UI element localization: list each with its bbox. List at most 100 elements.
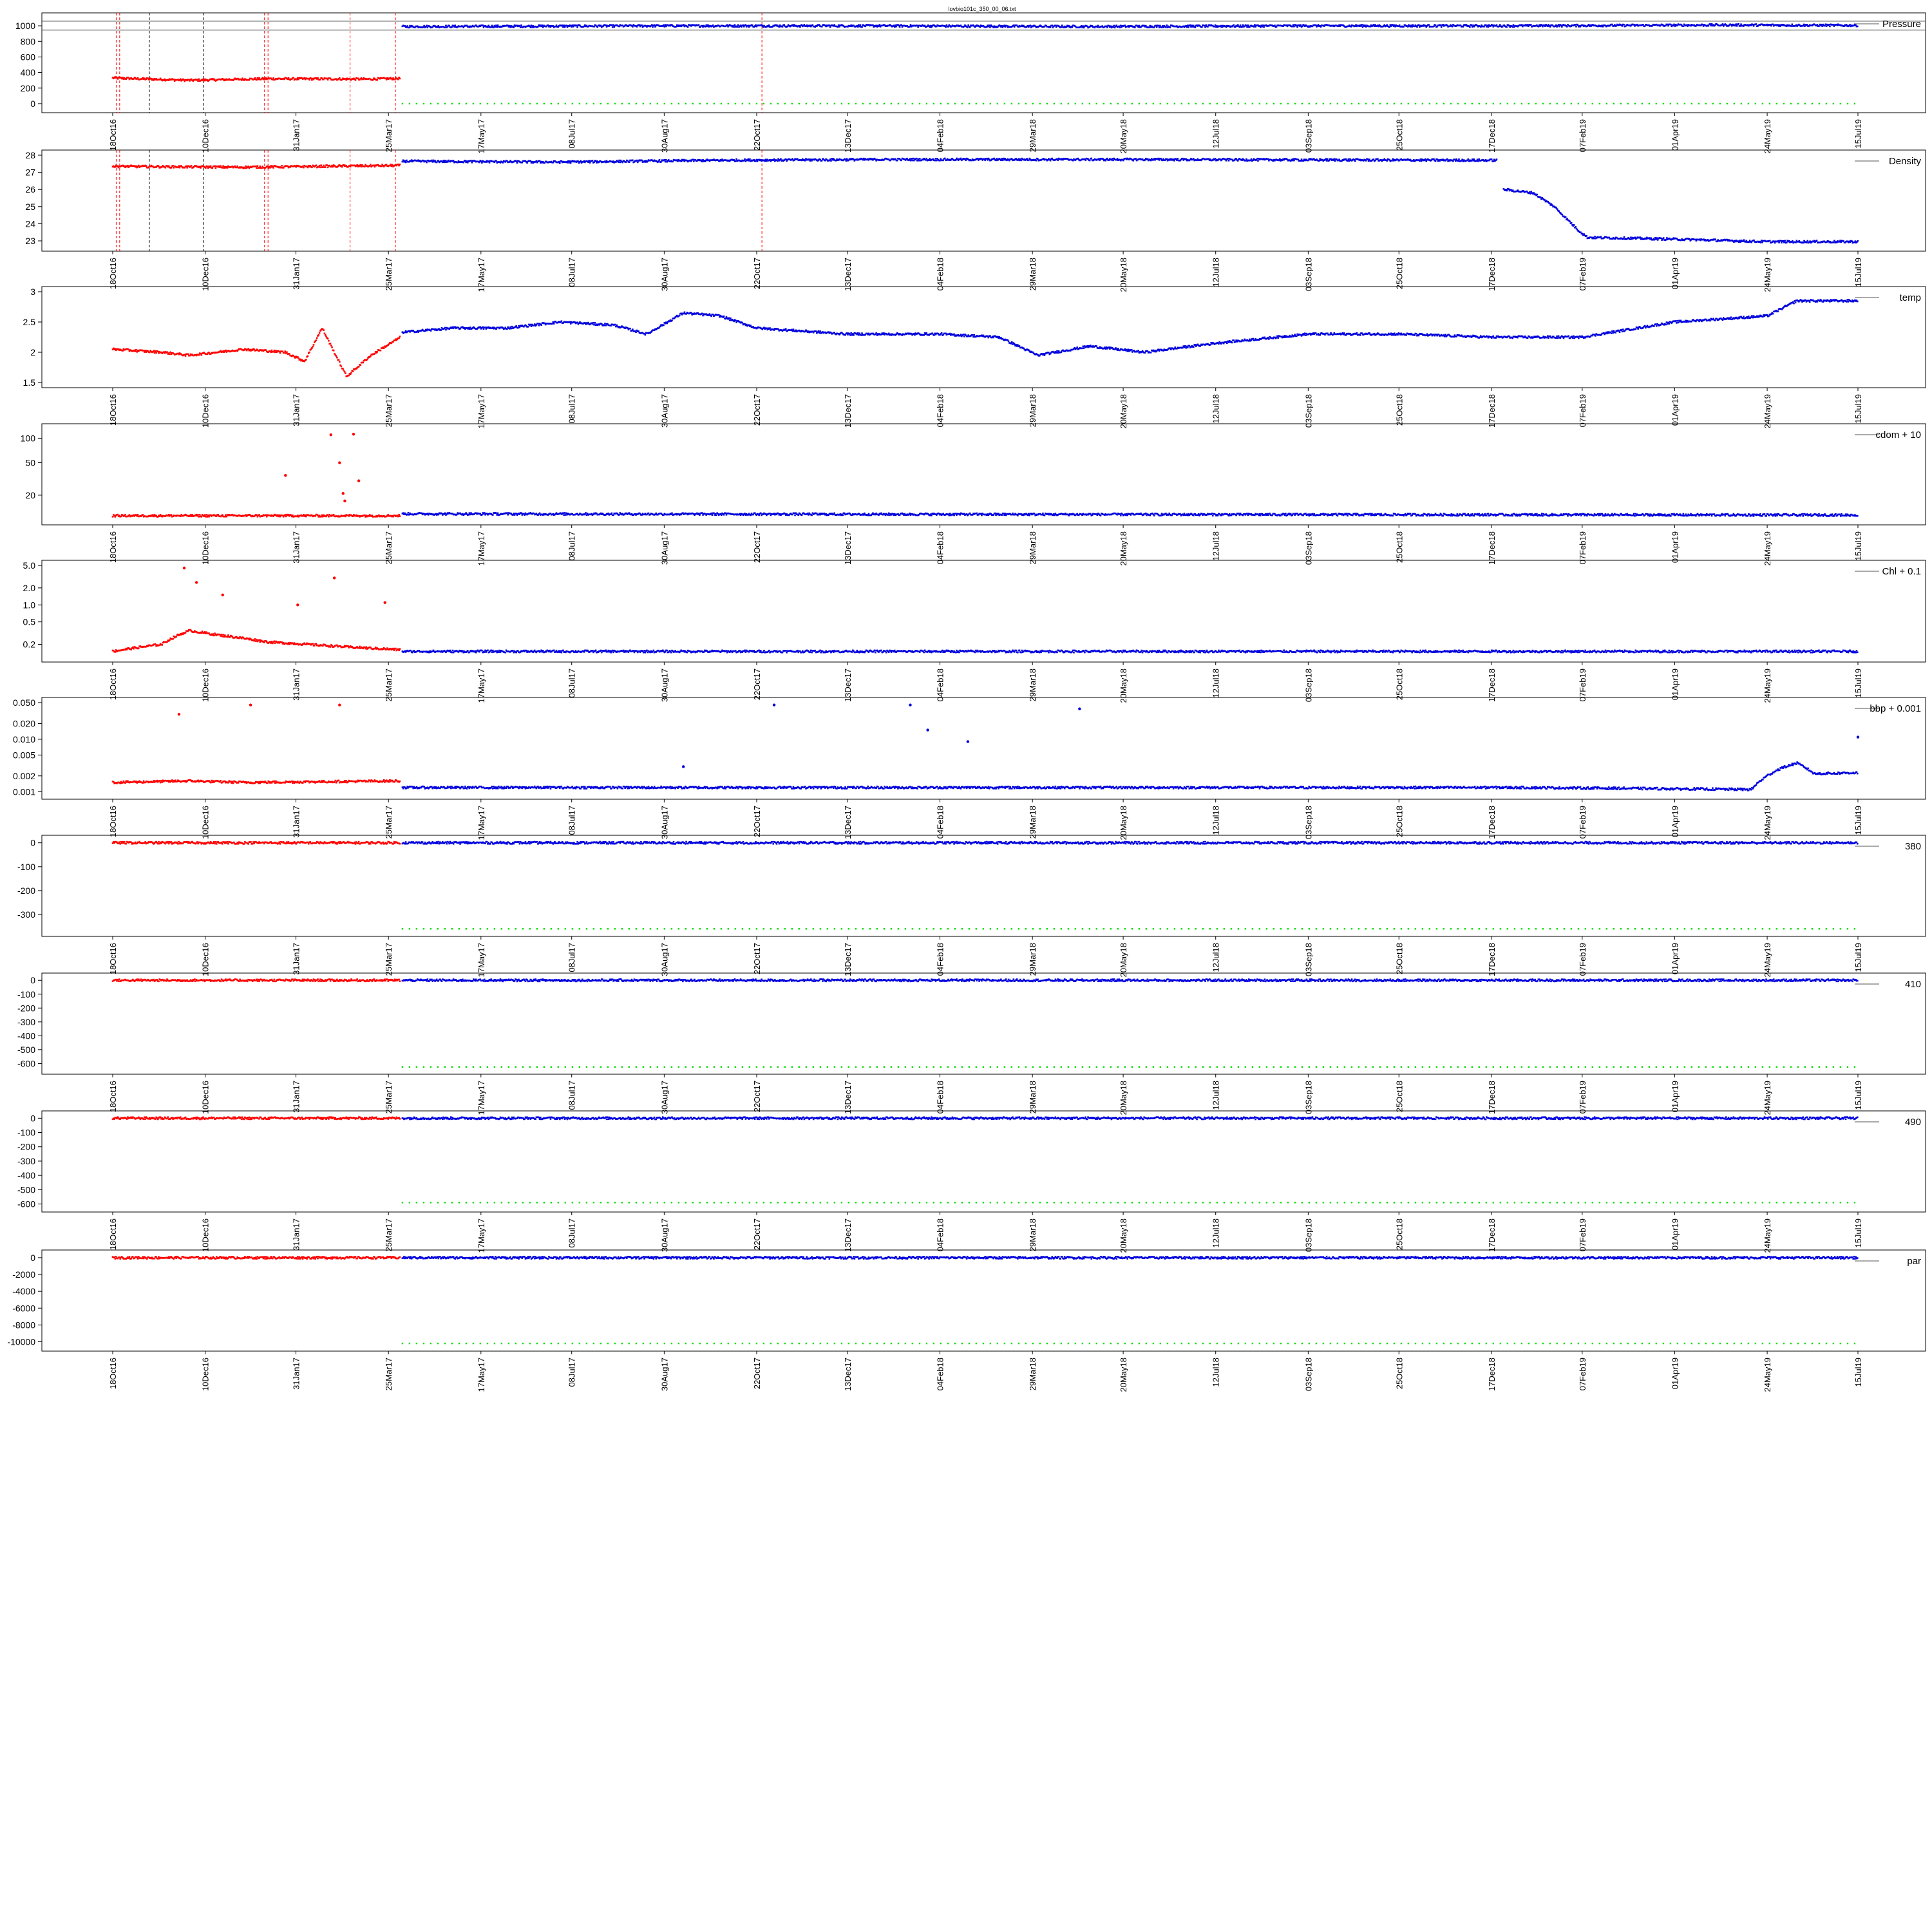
data-point (122, 350, 124, 352)
flag-point (1776, 103, 1777, 104)
data-point (431, 161, 433, 163)
data-point (1112, 160, 1114, 162)
data-point (201, 354, 203, 356)
data-point (570, 162, 572, 164)
flag-point (1004, 103, 1005, 104)
flag-point (1677, 103, 1678, 104)
flag-point (444, 103, 446, 104)
x-tick-label: 24May19 (1763, 119, 1772, 153)
data-point (765, 158, 767, 160)
flag-point (636, 103, 637, 104)
flag-point (926, 103, 927, 104)
data-point (244, 167, 246, 169)
y-tick-label: 200 (21, 83, 36, 93)
data-point (307, 167, 309, 169)
data-point (899, 26, 901, 28)
data-point (1753, 25, 1755, 27)
data-point (916, 158, 918, 160)
flag-point (671, 103, 672, 104)
data-point (381, 166, 383, 167)
data-point (987, 159, 989, 161)
flag-point (451, 103, 453, 104)
flag-point (402, 103, 403, 104)
data-point (402, 161, 404, 163)
data-point (338, 359, 340, 361)
data-point (1354, 160, 1356, 162)
flag-point (1068, 103, 1069, 104)
data-point (391, 343, 393, 345)
x-tick-label: 25Mar17 (384, 258, 393, 290)
data-point (768, 24, 770, 26)
data-point (1207, 26, 1209, 28)
data-point (734, 24, 736, 26)
data-point (1433, 26, 1435, 28)
data-point (1565, 216, 1567, 218)
data-point (1740, 23, 1742, 25)
data-point (1124, 24, 1126, 26)
data-point (1566, 218, 1568, 220)
data-point (1803, 24, 1805, 26)
data-point (632, 26, 634, 28)
flag-point (480, 103, 481, 104)
data-point (712, 24, 714, 26)
x-tick-label: 07Feb19 (1578, 258, 1587, 290)
data-point (372, 79, 374, 81)
flag-point (692, 103, 694, 104)
legend-label: Pressure (1882, 19, 1921, 30)
series-segment2-1 (402, 299, 1859, 356)
flag-point (1457, 103, 1459, 104)
data-point (1173, 160, 1175, 162)
series-segment2-2 (1503, 188, 1859, 243)
flag-point (1252, 103, 1253, 104)
flag-point (1804, 103, 1806, 104)
data-point (1256, 158, 1258, 160)
data-point (324, 332, 326, 334)
data-point (487, 26, 489, 28)
data-point (350, 372, 352, 374)
data-point (1170, 26, 1171, 28)
x-tick-label: 01Apr19 (1670, 258, 1680, 289)
x-tick-label: 10Dec16 (201, 258, 211, 291)
data-point (1477, 160, 1479, 162)
x-tick-label: 04Feb18 (936, 258, 945, 290)
data-point (1239, 26, 1241, 28)
flag-point (1620, 103, 1622, 104)
data-point (1851, 240, 1853, 242)
data-point (127, 165, 129, 167)
y-tick-label: 2 (30, 347, 35, 357)
data-point (1665, 239, 1667, 241)
flag-point (1741, 103, 1742, 104)
flag-point (756, 103, 757, 104)
data-point (707, 24, 709, 26)
data-point (1391, 160, 1393, 162)
flag-point (976, 103, 977, 104)
x-tick-label: 22Oct17 (752, 119, 762, 151)
data-point (755, 160, 757, 162)
data-point (593, 161, 595, 163)
flag-point (791, 103, 793, 104)
data-point (453, 160, 455, 162)
flag-point (1089, 103, 1090, 104)
data-point (687, 26, 689, 28)
data-point (744, 158, 746, 160)
data-point (896, 160, 898, 162)
flag-point (1663, 103, 1664, 104)
data-point (370, 355, 372, 357)
data-point (779, 26, 781, 28)
data-point (1540, 196, 1542, 198)
data-point (1673, 24, 1675, 26)
flag-point (1217, 103, 1218, 104)
data-point (1753, 240, 1755, 242)
data-point (312, 346, 314, 348)
data-point (1050, 160, 1052, 162)
flag-point (706, 103, 708, 104)
data-point (1452, 26, 1454, 28)
flag-point (1025, 103, 1027, 104)
data-point (1689, 238, 1690, 240)
flag-point (1344, 103, 1345, 104)
data-point (185, 355, 187, 357)
y-tick-label: 28 (25, 150, 35, 160)
data-point (1407, 26, 1409, 28)
data-point (1348, 158, 1350, 160)
series-segment2-1 (402, 158, 1498, 164)
